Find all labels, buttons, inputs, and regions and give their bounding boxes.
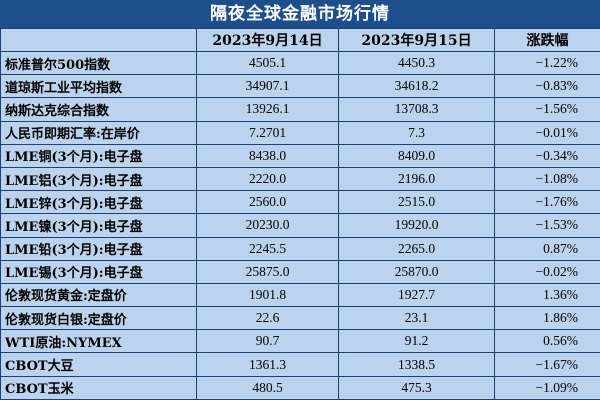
row-value-date-2: 1927.7 <box>338 282 495 308</box>
table-row: LME锌(3个月):电子盘 2560.0 2515.0 −1.76% <box>0 190 600 215</box>
row-value-date-1: 8438.0 <box>196 143 339 168</box>
row-value-date-2: 34618.2 <box>338 74 495 99</box>
table-row: CBOT玉米 480.5 475.3 −1.09% <box>0 375 600 400</box>
table-row: LME铜(3个月):电子盘 8438.0 8409.0 −0.34% <box>0 143 600 168</box>
row-change: −1.09% <box>494 375 600 400</box>
table-row: LME铝(3个月):电子盘 2220.0 2196.0 −1.08% <box>0 166 600 192</box>
row-value-date-1: 2220.0 <box>196 166 339 192</box>
row-name: 标准普尔500指数 <box>0 50 197 76</box>
row-value-date-1: 1901.8 <box>196 282 339 308</box>
row-change: −1.08% <box>494 166 600 192</box>
row-value-date-1: 34907.1 <box>196 74 339 99</box>
row-change: −1.67% <box>494 352 600 377</box>
row-change: −0.02% <box>494 259 600 284</box>
table-row: 人民币即期汇率:在岸价 7.2701 7.3 −0.01% <box>0 120 600 145</box>
row-change: −0.83% <box>494 74 600 99</box>
header-date-2: 2023年9月15日 <box>338 28 495 52</box>
row-value-date-2: 19920.0 <box>338 213 495 238</box>
row-value-date-2: 475.3 <box>338 375 495 400</box>
row-value-date-1: 25875.0 <box>196 259 339 284</box>
row-change: 0.87% <box>494 236 600 261</box>
row-value-date-1: 2245.5 <box>196 236 339 261</box>
row-name: CBOT玉米 <box>0 375 197 400</box>
row-change: −1.56% <box>494 97 600 122</box>
row-value-date-1: 20230.0 <box>196 213 339 238</box>
row-change: −1.53% <box>494 213 600 238</box>
row-change: 1.36% <box>494 282 600 308</box>
row-name: 伦敦现货黄金:定盘价 <box>0 282 197 308</box>
row-name: 伦敦现货白银:定盘价 <box>0 306 197 331</box>
table-row: WTI原油:NYMEX 90.7 91.2 0.56% <box>0 329 600 354</box>
row-value-date-2: 8409.0 <box>338 143 495 168</box>
row-value-date-1: 90.7 <box>196 329 339 354</box>
header-name <box>0 28 197 52</box>
row-value-date-1: 480.5 <box>196 375 339 400</box>
row-value-date-1: 13926.1 <box>196 97 339 122</box>
row-name: LME镍(3个月):电子盘 <box>0 213 197 238</box>
header-date-1: 2023年9月14日 <box>196 28 339 52</box>
row-name: 纳斯达克综合指数 <box>0 97 197 122</box>
table-row: LME铅(3个月):电子盘 2245.5 2265.0 0.87% <box>0 236 600 261</box>
row-value-date-2: 2265.0 <box>338 236 495 261</box>
table-row: 纳斯达克综合指数 13926.1 13708.3 −1.56% <box>0 97 600 122</box>
row-name: CBOT大豆 <box>0 352 197 377</box>
row-name: WTI原油:NYMEX <box>0 329 197 354</box>
table-row: LME锡(3个月):电子盘 25875.0 25870.0 −0.02% <box>0 259 600 284</box>
table-row: 道琼斯工业平均指数 34907.1 34618.2 −0.83% <box>0 74 600 99</box>
table-row: LME镍(3个月):电子盘 20230.0 19920.0 −1.53% <box>0 213 600 238</box>
row-value-date-1: 22.6 <box>196 306 339 331</box>
row-value-date-2: 25870.0 <box>338 259 495 284</box>
header-change: 涨跌幅 <box>494 28 600 52</box>
row-name: LME锌(3个月):电子盘 <box>0 190 197 215</box>
row-value-date-2: 4450.3 <box>338 50 495 76</box>
table-row: 伦敦现货黄金:定盘价 1901.8 1927.7 1.36% <box>0 282 600 308</box>
row-name: LME铜(3个月):电子盘 <box>0 143 197 168</box>
row-change: 0.56% <box>494 329 600 354</box>
row-value-date-2: 7.3 <box>338 120 495 145</box>
row-value-date-2: 13708.3 <box>338 97 495 122</box>
header-row: 2023年9月14日 2023年9月15日 涨跌幅 <box>0 28 600 52</box>
row-change: 1.86% <box>494 306 600 331</box>
row-value-date-1: 7.2701 <box>196 120 339 145</box>
row-value-date-2: 23.1 <box>338 306 495 331</box>
row-value-date-2: 91.2 <box>338 329 495 354</box>
row-name: LME锡(3个月):电子盘 <box>0 259 197 284</box>
row-change: −1.22% <box>494 50 600 76</box>
row-value-date-2: 2515.0 <box>338 190 495 215</box>
row-name: 道琼斯工业平均指数 <box>0 74 197 99</box>
table-row: 伦敦现货白银:定盘价 22.6 23.1 1.86% <box>0 306 600 331</box>
row-value-date-2: 1338.5 <box>338 352 495 377</box>
row-value-date-1: 1361.3 <box>196 352 339 377</box>
row-name: 人民币即期汇率:在岸价 <box>0 120 197 145</box>
row-change: −1.76% <box>494 190 600 215</box>
market-table: 2023年9月14日 2023年9月15日 涨跌幅 标准普尔500指数 4505.… <box>0 28 600 400</box>
row-value-date-1: 2560.0 <box>196 190 339 215</box>
row-change: −0.34% <box>494 143 600 168</box>
row-name: LME铅(3个月):电子盘 <box>0 236 197 261</box>
row-value-date-1: 4505.1 <box>196 50 339 76</box>
table-row: 标准普尔500指数 4505.1 4450.3 −1.22% <box>0 50 600 76</box>
row-value-date-2: 2196.0 <box>338 166 495 192</box>
table-row: CBOT大豆 1361.3 1338.5 −1.67% <box>0 352 600 377</box>
row-name: LME铝(3个月):电子盘 <box>0 166 197 192</box>
table-title: 隔夜全球金融市场行情 <box>0 0 600 28</box>
row-change: −0.01% <box>494 120 600 145</box>
